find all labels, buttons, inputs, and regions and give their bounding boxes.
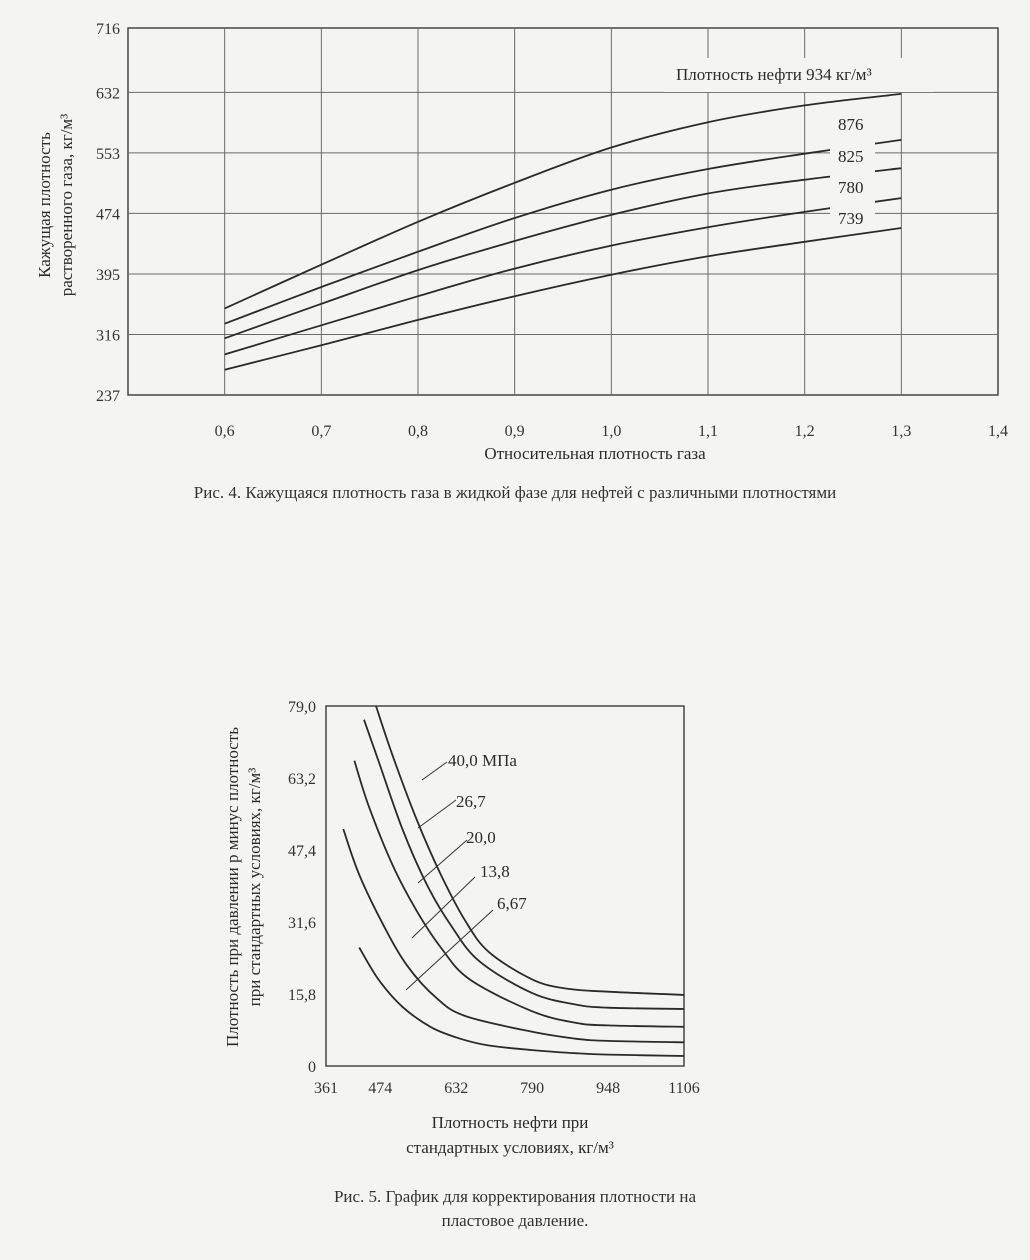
fig5-caption-line2: пластовое давление. xyxy=(441,1211,589,1230)
fig4-y-tick-716: 716 xyxy=(96,21,120,38)
fig5-series-line-0 xyxy=(375,705,685,996)
fig4-x-tick-labels: 0,6 0,7 0,8 0,9 1,0 1,1 1,2 1,3 1,4 xyxy=(215,423,1008,440)
fig4-y-axis-label-line2: растворенного газа, кг/м³ xyxy=(57,114,76,297)
density-chart-fig4: 716 632 553 474 395 316 237 0,6 0,7 0,8 0,9 1,0 1,1… xyxy=(35,21,1008,463)
fig4-series-label-876: 876 xyxy=(838,115,864,134)
fig5-y-axis-label-line2: при стандартных условиях, кг/м³ xyxy=(245,768,264,1007)
fig4-y-tick-632: 632 xyxy=(96,85,120,102)
fig5-x-tick-948: 948 xyxy=(596,1080,620,1097)
fig4-x-tick-0,8: 0,8 xyxy=(408,423,428,440)
fig5-caption: Рис. 5. График для корректирования плотн… xyxy=(0,1185,1030,1233)
fig5-x-tick-361: 361 xyxy=(314,1080,338,1097)
fig5-y-tick-63,2: 63,2 xyxy=(288,771,316,788)
fig4-x-tick-0,9: 0,9 xyxy=(505,423,525,440)
fig5-series-line-3 xyxy=(342,828,685,1044)
fig4-series-line-1 xyxy=(224,139,902,325)
fig4-series-label-825: 825 xyxy=(838,147,864,166)
fig4-x-tick-1,4: 1,4 xyxy=(988,423,1008,440)
fig5-series-line-2 xyxy=(353,760,685,1028)
fig5-y-tick-labels: 79,0 63,2 47,4 31,6 15,8 0 xyxy=(288,699,316,1076)
fig4-y-tick-labels: 716 632 553 474 395 316 237 xyxy=(96,21,120,405)
fig4-series-line-2 xyxy=(224,167,902,340)
fig5-leader-40 xyxy=(421,761,448,781)
fig5-x-tick-labels: 361 474 632 790 948 1106 xyxy=(314,1080,700,1097)
fig4-caption: Рис. 4. Кажущаяся плотность газа в жидко… xyxy=(193,483,837,502)
fig4-x-axis-label: Относительная плотность газа xyxy=(484,444,706,463)
fig4-x-tick-1,2: 1,2 xyxy=(795,423,815,440)
fig5-caption-line1: Рис. 5. График для корректирования плотн… xyxy=(333,1187,697,1206)
fig5-series-label-13: 13,8 xyxy=(480,862,510,881)
fig5-x-tick-474: 474 xyxy=(368,1080,392,1097)
fig4-y-tick-316: 316 xyxy=(96,327,120,344)
fig4-y-tick-553: 553 xyxy=(96,146,120,163)
fig5-plot-frame xyxy=(325,705,685,1067)
fig5-y-tick-47,4: 47,4 xyxy=(288,843,316,860)
fig4-x-tick-0,7: 0,7 xyxy=(311,423,331,440)
fig5-series-line-1 xyxy=(363,719,685,1010)
fig4-x-tick-0,6: 0,6 xyxy=(215,423,235,440)
fig5-series-label-26: 26,7 xyxy=(456,792,486,811)
fig4-series-line-0 xyxy=(224,93,902,310)
fig4-series-label-934: Плотность нефти 934 кг/м³ xyxy=(676,65,872,84)
fig5-series-lines xyxy=(342,705,685,1057)
fig5-x-axis-label-line1: Плотность нефти при xyxy=(432,1113,589,1132)
fig4-series-lines xyxy=(224,93,902,371)
fig5-leader-13 xyxy=(411,876,476,939)
fig4-x-tick-1,0: 1,0 xyxy=(601,423,621,440)
fig5-x-tick-790: 790 xyxy=(520,1080,544,1097)
fig4-plot-frame xyxy=(127,27,999,396)
fig4-series-line-3 xyxy=(224,197,902,356)
fig5-series-label-20: 20,0 xyxy=(466,828,496,847)
fig5-y-tick-15,8: 15,8 xyxy=(288,987,316,1004)
fig5-x-tick-632: 632 xyxy=(444,1080,468,1097)
fig5-leader-26 xyxy=(417,799,457,829)
fig5-leader-6 xyxy=(405,909,494,991)
fig4-y-tick-474: 474 xyxy=(96,206,120,223)
fig5-x-axis-label-line2: стандартных условиях, кг/м³ xyxy=(406,1138,614,1157)
fig4-x-tick-1,1: 1,1 xyxy=(698,423,718,440)
fig4-y-tick-237: 237 xyxy=(96,388,120,405)
fig5-series-label-6: 6,67 xyxy=(497,894,527,913)
fig4-y-axis-label-line1: Кажущая плотность xyxy=(35,132,54,278)
fig4-y-tick-395: 395 xyxy=(96,267,120,284)
fig5-series-label-40: 40,0 МПа xyxy=(448,751,517,770)
fig5-leader-20 xyxy=(417,839,468,884)
fig5-series-line-4 xyxy=(358,947,685,1057)
fig5-y-tick-79,0: 79,0 xyxy=(288,699,316,716)
fig5-y-axis-label-line1: Плотность при давлении p минус плотность xyxy=(223,727,242,1047)
fig4-x-tick-1,3: 1,3 xyxy=(891,423,911,440)
fig4-series-label-739: 739 xyxy=(838,209,864,228)
fig4-series-line-4 xyxy=(224,227,902,371)
fig4-series-label-780: 780 xyxy=(838,178,864,197)
fig5-y-tick-0: 0 xyxy=(308,1059,316,1076)
fig5-x-tick-1106: 1106 xyxy=(668,1080,699,1097)
fig5-y-tick-31,6: 31,6 xyxy=(288,915,316,932)
